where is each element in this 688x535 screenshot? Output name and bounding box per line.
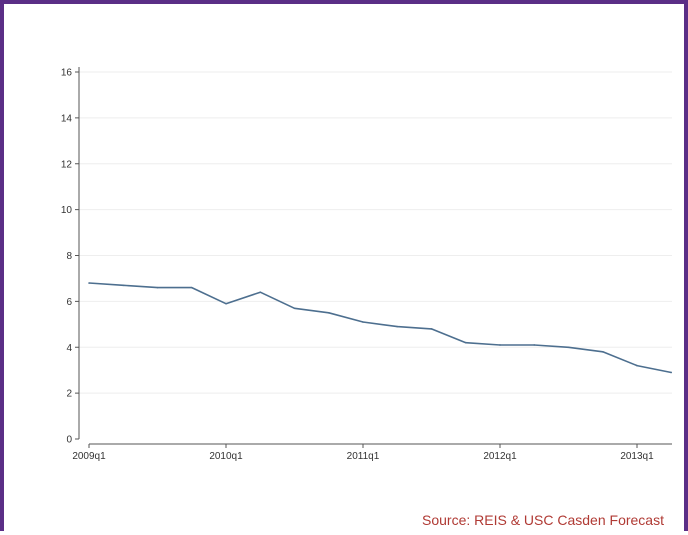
data-point (601, 351, 604, 353)
series-layer (88, 282, 673, 374)
y-tick-label: 14 (61, 113, 73, 124)
x-tick-label: 2010q1 (209, 451, 243, 462)
data-point (430, 328, 433, 330)
gridlines (79, 71, 672, 394)
axes: 0 2 4 6 8 10 12 14 16 2009q1 2010q1 2011q1 2012q1 201… (61, 67, 672, 462)
data-point (88, 282, 90, 284)
y-tick-label: 8 (66, 251, 72, 262)
data-point (533, 344, 536, 346)
y-tick-label: 10 (61, 205, 73, 216)
x-tick-label: 2013q1 (620, 451, 654, 462)
y-tick-label: 16 (61, 68, 73, 79)
data-point (567, 346, 570, 349)
data-point (362, 321, 364, 323)
x-tick-label: 2011q1 (347, 451, 380, 462)
series-line (88, 282, 672, 374)
data-point (225, 302, 227, 305)
data-point (122, 284, 125, 287)
data-point (293, 307, 296, 310)
data-point (499, 344, 501, 346)
data-point (327, 312, 330, 314)
y-tick-label: 6 (66, 297, 72, 308)
data-point (636, 364, 638, 367)
data-point (670, 371, 673, 374)
y-tick-label: 12 (61, 159, 73, 170)
y-tick-label: 2 (66, 389, 72, 400)
data-point (259, 291, 262, 294)
y-tick-label: 4 (66, 343, 72, 354)
data-point (190, 286, 193, 289)
data-point (156, 286, 159, 289)
x-tick-label: 2009q1 (72, 451, 106, 462)
source-note: Source: REIS & USC Casden Forecast (422, 512, 664, 528)
line-chart: 0 2 4 6 8 10 12 14 16 2009q1 2010q1 2011q1 2012q1 201… (61, 67, 673, 462)
y-tick-label: 0 (66, 435, 72, 446)
data-point (464, 341, 467, 344)
data-point (396, 325, 399, 328)
x-tick-label: 2012q1 (483, 451, 517, 462)
